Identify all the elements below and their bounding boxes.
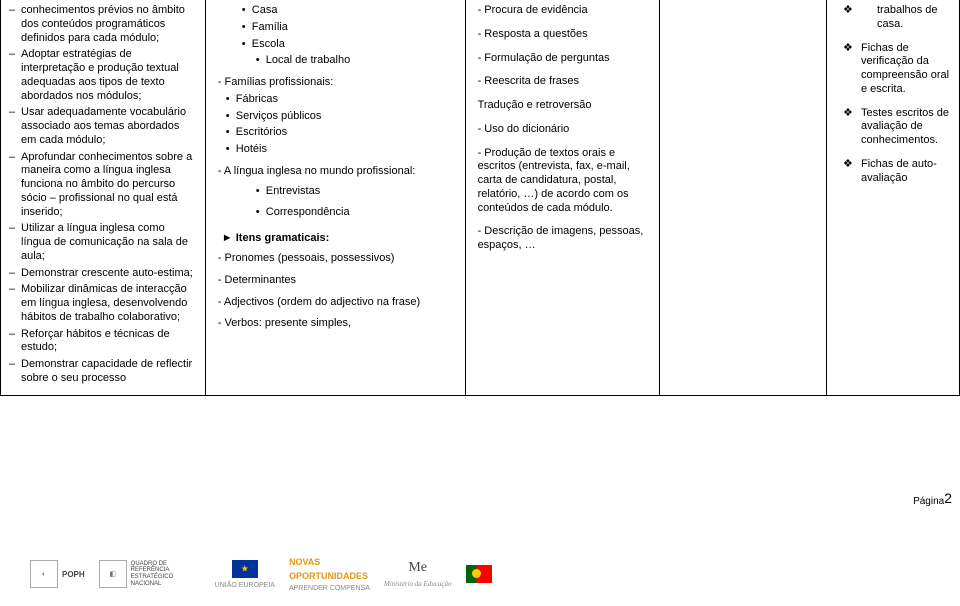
english-world-list: Entrevistas Correspondência	[214, 185, 457, 221]
activity-item: - Resposta a questões	[474, 28, 652, 42]
work-context-list: Local de trabalho	[214, 54, 457, 68]
list-item: Serviços públicos	[214, 110, 457, 124]
eu-logo: UNIÃO EUROPEIA	[215, 560, 275, 589]
activity-item: - Formulação de perguntas	[474, 52, 652, 66]
activity-item: - Reescrita de frases	[474, 75, 652, 89]
pt-flag-icon	[466, 565, 492, 583]
objectives-list: conhecimentos prévios no âmbito dos cont…	[9, 4, 197, 386]
column-evaluation: trabalhos de casa. Fichas de verificação…	[827, 0, 960, 395]
activity-item: - Descrição de imagens, pessoas, espaços…	[474, 225, 652, 253]
list-item: Local de trabalho	[214, 54, 457, 68]
list-item: Casa	[214, 4, 457, 18]
prof-families-label: - Famílias profissionais:	[214, 76, 457, 90]
list-item: Família	[214, 21, 457, 35]
eu-flag-icon	[232, 560, 258, 578]
me-logo: Me Ministério da Educação	[384, 560, 452, 588]
activity-item: - Uso do dicionário	[474, 123, 652, 137]
list-item: Escritórios	[214, 126, 457, 140]
list-item: Testes escritos de avaliação de conhecim…	[835, 107, 951, 148]
grammar-item: - Verbos: presente simples,	[214, 317, 457, 331]
logo-box-icon: ◐	[30, 560, 58, 588]
list-item: Adoptar estratégias de interpretação e p…	[9, 48, 197, 103]
activity-item: - Produção de textos orais e escritos (e…	[474, 147, 652, 216]
english-world-label: - A língua inglesa no mundo profissional…	[214, 165, 457, 179]
grammar-heading: ► Itens gramaticais:	[222, 232, 457, 244]
grammar-item: - Pronomes (pessoais, possessivos)	[214, 252, 457, 266]
column-contents: Casa Família Escola Local de trabalho - …	[205, 0, 465, 395]
list-item: Mobilizar dinâmicas de interacção em lín…	[9, 283, 197, 324]
list-item: Demonstrar capacidade de reflectir sobre…	[9, 358, 197, 386]
novas-oportunidades-logo: NOVAS OPORTUNIDADES APRENDER COMPENSA	[289, 557, 370, 592]
list-item: Fichas de verificação da compreensão ora…	[835, 42, 951, 97]
grammar-item: - Determinantes	[214, 274, 457, 288]
list-item: Demonstrar crescente auto-estima;	[9, 267, 197, 281]
poph-logo: ◐ POPH	[30, 560, 85, 588]
column-activities: - Procura de evidência - Resposta a ques…	[465, 0, 660, 395]
prof-families-list: Fábricas Serviços públicos Escritórios H…	[214, 93, 457, 157]
list-item: trabalhos de casa.	[835, 4, 951, 32]
list-item: Reforçar hábitos e técnicas de estudo;	[9, 328, 197, 356]
list-item: Correspondência	[214, 206, 457, 220]
list-item: conhecimentos prévios no âmbito dos cont…	[9, 4, 197, 45]
column-objectives: conhecimentos prévios no âmbito dos cont…	[1, 0, 206, 395]
list-item: Fábricas	[214, 93, 457, 107]
list-item: Fichas de auto-avaliação	[835, 158, 951, 186]
contexts-list: Casa Família Escola	[214, 4, 457, 51]
evaluation-list: trabalhos de casa. Fichas de verificação…	[835, 4, 951, 185]
list-item: Escola	[214, 38, 457, 52]
activity-item: - Procura de evidência	[474, 4, 652, 18]
list-item: Entrevistas	[214, 185, 457, 199]
list-item: Hotéis	[214, 143, 457, 157]
qren-logo: ◧ QUADRO DE REFERÊNCIA ESTRATÉGICO NACIO…	[99, 560, 201, 588]
list-item: Usar adequadamente vocabulário associado…	[9, 106, 197, 147]
logo-box-icon: ◧	[99, 560, 127, 588]
grammar-item: - Adjectivos (ordem do adjectivo na fras…	[214, 296, 457, 310]
column-empty	[660, 0, 827, 395]
activity-item: Tradução e retroversão	[474, 99, 652, 113]
list-item: Aprofundar conhecimentos sobre a maneira…	[9, 151, 197, 220]
content-table: conhecimentos prévios no âmbito dos cont…	[0, 0, 960, 396]
pt-flag-logo	[466, 565, 492, 583]
list-item: Utilizar a língua inglesa como língua de…	[9, 222, 197, 263]
footer-logos: ◐ POPH ◧ QUADRO DE REFERÊNCIA ESTRATÉGIC…	[0, 542, 960, 606]
page-number: Página2	[913, 490, 952, 506]
